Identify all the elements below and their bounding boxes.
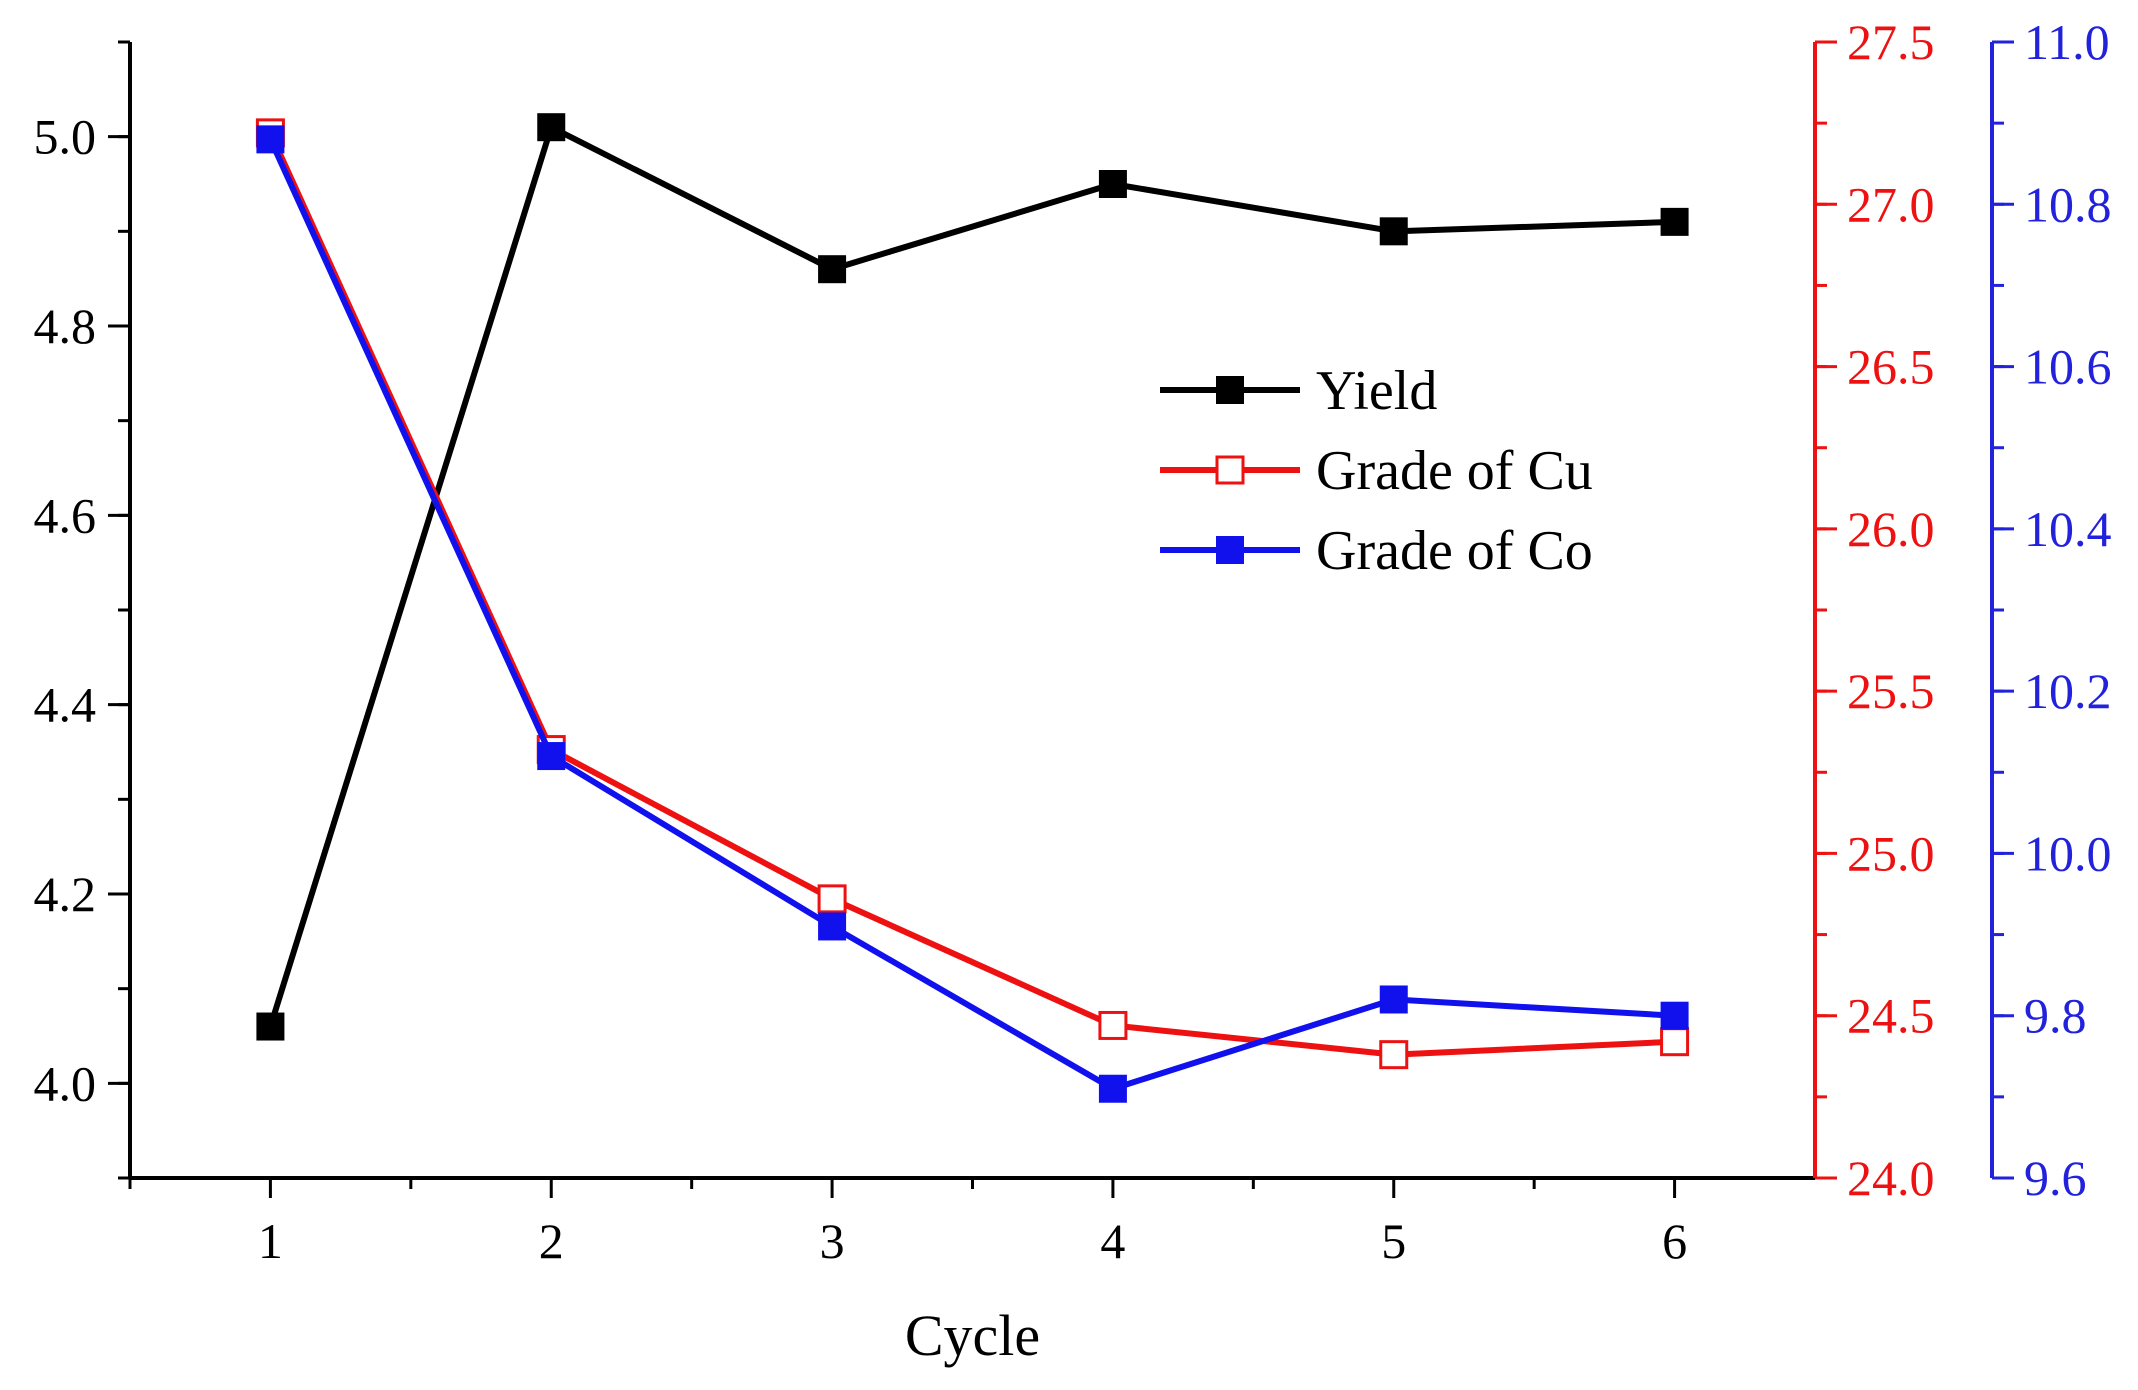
right-cu-tick-label: 27.0	[1847, 176, 1935, 232]
right-co-tick-label: 10.2	[2024, 663, 2112, 719]
series-yield	[256, 113, 1689, 1041]
legend-label: Grade of Co	[1316, 520, 1593, 582]
data-point	[818, 912, 847, 941]
legend-item: Grade of Cu	[1160, 440, 1593, 502]
legend-item: Yield	[1160, 360, 1437, 422]
data-point	[1379, 1040, 1409, 1070]
legend-label: Yield	[1316, 360, 1437, 422]
right-cu-tick-label: 27.5	[1847, 14, 1935, 70]
data-point	[1379, 985, 1408, 1014]
left-tick-label: 4.8	[34, 298, 97, 354]
x-tick-label: 6	[1662, 1213, 1687, 1269]
right-co-tick-label: 10.4	[2024, 501, 2112, 557]
data-point	[1098, 1010, 1128, 1040]
legend-label: Grade of Cu	[1316, 440, 1593, 502]
data-point	[1098, 1074, 1127, 1103]
right-cu-tick-label: 25.5	[1847, 663, 1935, 719]
left-tick-label: 4.0	[34, 1055, 97, 1111]
series-layer	[255, 113, 1690, 1103]
x-tick-label: 5	[1381, 1213, 1406, 1269]
legend-swatch-marker	[1216, 536, 1244, 564]
legend: Yield Grade of Cu Grade of Co	[1160, 360, 1593, 582]
right-cu-tick-label: 26.5	[1847, 339, 1935, 395]
x-axis-title: Cycle	[905, 1303, 1040, 1368]
data-point	[818, 255, 847, 284]
left-tick-label: 4.4	[34, 677, 97, 733]
right-co-tick-label: 10.8	[2024, 176, 2112, 232]
data-point	[537, 742, 566, 771]
data-point	[537, 113, 566, 142]
right-co-tick-label: 11.0	[2024, 14, 2110, 70]
x-tick-label: 4	[1100, 1213, 1125, 1269]
data-point	[256, 125, 285, 154]
right-co-tick-label: 9.6	[2024, 1150, 2087, 1206]
data-point	[1098, 170, 1127, 198]
series-grade-of-co	[256, 125, 1689, 1103]
data-point	[1379, 217, 1408, 246]
series-line	[267, 131, 1675, 1058]
legend-swatch-marker	[1216, 376, 1244, 404]
data-point	[256, 1012, 285, 1041]
right-co-tick-label: 10.6	[2024, 339, 2112, 395]
axes-layer: 1 2 3 4 5 6 4.0 4.2 4.4 4.6 4.8 5.0 24.0 24.5 25.0 25.5…	[34, 14, 2112, 1269]
series-line	[267, 138, 1675, 1092]
data-point	[1660, 207, 1689, 236]
x-tick-label: 3	[820, 1213, 845, 1269]
data-point	[817, 884, 847, 914]
series-grade-of-cu	[255, 118, 1690, 1070]
data-point	[1660, 1027, 1690, 1057]
x-tick-label: 2	[539, 1213, 564, 1269]
right-co-tick-label: 9.8	[2024, 988, 2087, 1044]
right-cu-tick-label: 24.5	[1847, 988, 1935, 1044]
left-tick-label: 4.6	[34, 487, 97, 543]
left-tick-label: 5.0	[34, 109, 97, 165]
data-point	[1660, 1001, 1689, 1030]
legend-item: Grade of Co	[1160, 520, 1593, 582]
right-cu-tick-label: 25.0	[1847, 825, 1935, 881]
right-cu-tick-label: 26.0	[1847, 501, 1935, 557]
right-cu-tick-label: 24.0	[1847, 1150, 1935, 1206]
x-tick-label: 1	[258, 1213, 283, 1269]
right-co-tick-label: 10.0	[2024, 825, 2112, 881]
legend-swatch-marker	[1215, 455, 1245, 485]
left-tick-label: 4.2	[34, 866, 97, 922]
series-line	[267, 124, 1675, 1028]
